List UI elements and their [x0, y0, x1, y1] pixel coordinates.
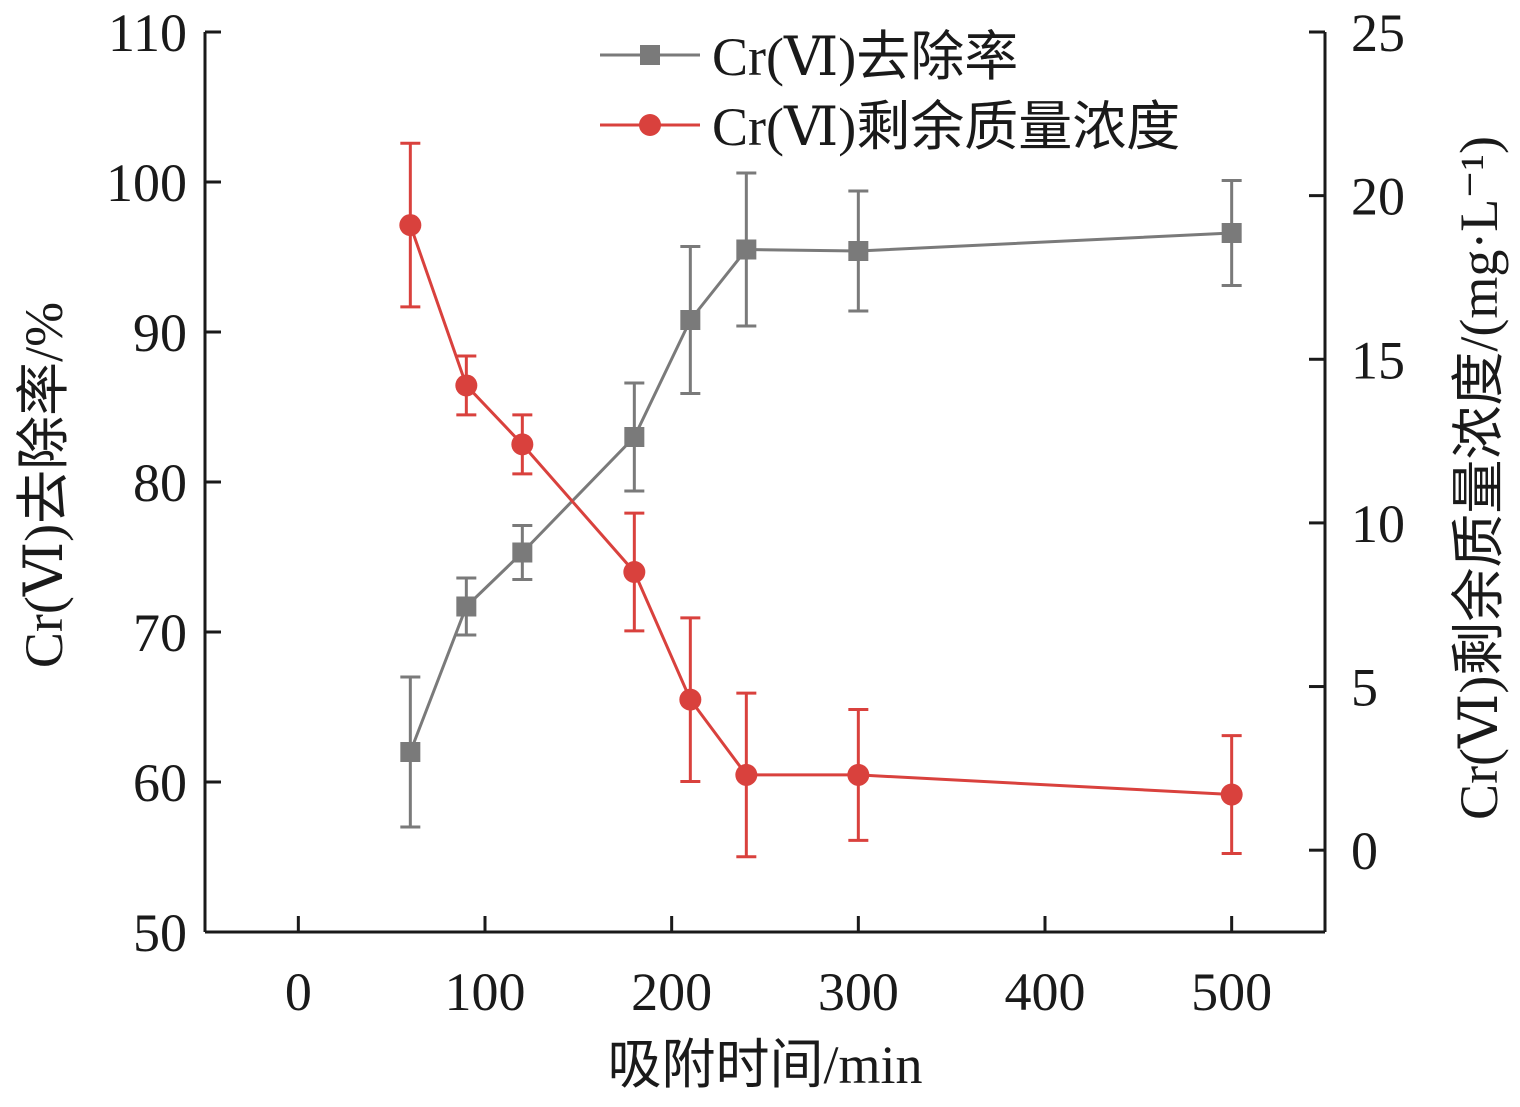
- x-tick-label: 500: [1191, 962, 1272, 1022]
- y-left-tick-label: 110: [108, 3, 187, 63]
- point-residual-concentration: [735, 763, 758, 786]
- y-right-axis-title: Cr(Ⅵ)剩余质量浓度/(mg·L⁻¹): [1449, 136, 1509, 820]
- y-right-tick-label: 0: [1351, 821, 1378, 881]
- x-tick-label: 300: [818, 962, 899, 1022]
- y-left-tick-label: 60: [133, 753, 187, 813]
- series-lines: [408, 224, 1232, 797]
- point-removal-rate: [400, 742, 421, 762]
- x-tick-label: 200: [631, 962, 712, 1022]
- y-right-tick-label: 10: [1351, 494, 1405, 554]
- point-residual-concentration: [847, 763, 870, 786]
- point-removal-rate: [624, 427, 645, 447]
- y-right-tick-label: 20: [1351, 167, 1405, 227]
- point-residual-concentration: [455, 374, 478, 397]
- legend-item-residual-concentration: Cr(Ⅵ)剩余质量浓度: [600, 97, 1180, 157]
- point-residual-concentration: [679, 688, 702, 711]
- legend-marker-circle: [639, 114, 661, 136]
- legend: Cr(Ⅵ)去除率 Cr(Ⅵ)剩余质量浓度: [600, 27, 1180, 157]
- point-residual-concentration: [511, 433, 534, 456]
- point-residual-concentration: [399, 214, 422, 237]
- legend-marker-square: [640, 45, 660, 65]
- y-left-tick-label: 100: [106, 153, 187, 213]
- x-tick-label: 400: [1005, 962, 1086, 1022]
- y-right-tick-label: 25: [1351, 3, 1405, 63]
- x-tick-label: 100: [445, 962, 526, 1022]
- x-tick-label: 0: [285, 962, 312, 1022]
- ticks: 0 100 200 300 400 500 50 60 70 80 90 100 110 0 5 10 15 20…: [106, 3, 1405, 1022]
- y-left-axis-title: Cr(Ⅵ)去除率/%: [14, 302, 74, 668]
- series-line-removal-rate: [408, 231, 1232, 753]
- point-removal-rate: [848, 241, 869, 261]
- point-removal-rate: [1221, 223, 1242, 243]
- point-removal-rate: [680, 310, 701, 330]
- legend-item-removal-rate: Cr(Ⅵ)去除率: [600, 27, 1018, 87]
- legend-label-removal-rate: Cr(Ⅵ)去除率: [712, 27, 1018, 87]
- y-left-tick-label: 50: [133, 903, 187, 963]
- y-right-tick-label: 15: [1351, 330, 1405, 390]
- point-residual-concentration: [623, 561, 646, 583]
- axes: [203, 32, 1327, 934]
- series-line-residual-concentration: [408, 224, 1232, 797]
- y-left-tick-label: 90: [133, 303, 187, 363]
- point-removal-rate: [512, 542, 533, 563]
- series-markers: [399, 214, 1243, 806]
- y-left-tick-label: 80: [133, 453, 187, 513]
- point-residual-concentration: [1220, 783, 1243, 806]
- x-axis-title: 吸附时间/min: [607, 1035, 922, 1095]
- legend-label-residual-concentration: Cr(Ⅵ)剩余质量浓度: [712, 97, 1180, 157]
- y-right-tick-label: 5: [1351, 658, 1378, 718]
- point-removal-rate: [456, 596, 477, 617]
- y-left-tick-label: 70: [133, 603, 187, 663]
- point-removal-rate: [736, 239, 757, 260]
